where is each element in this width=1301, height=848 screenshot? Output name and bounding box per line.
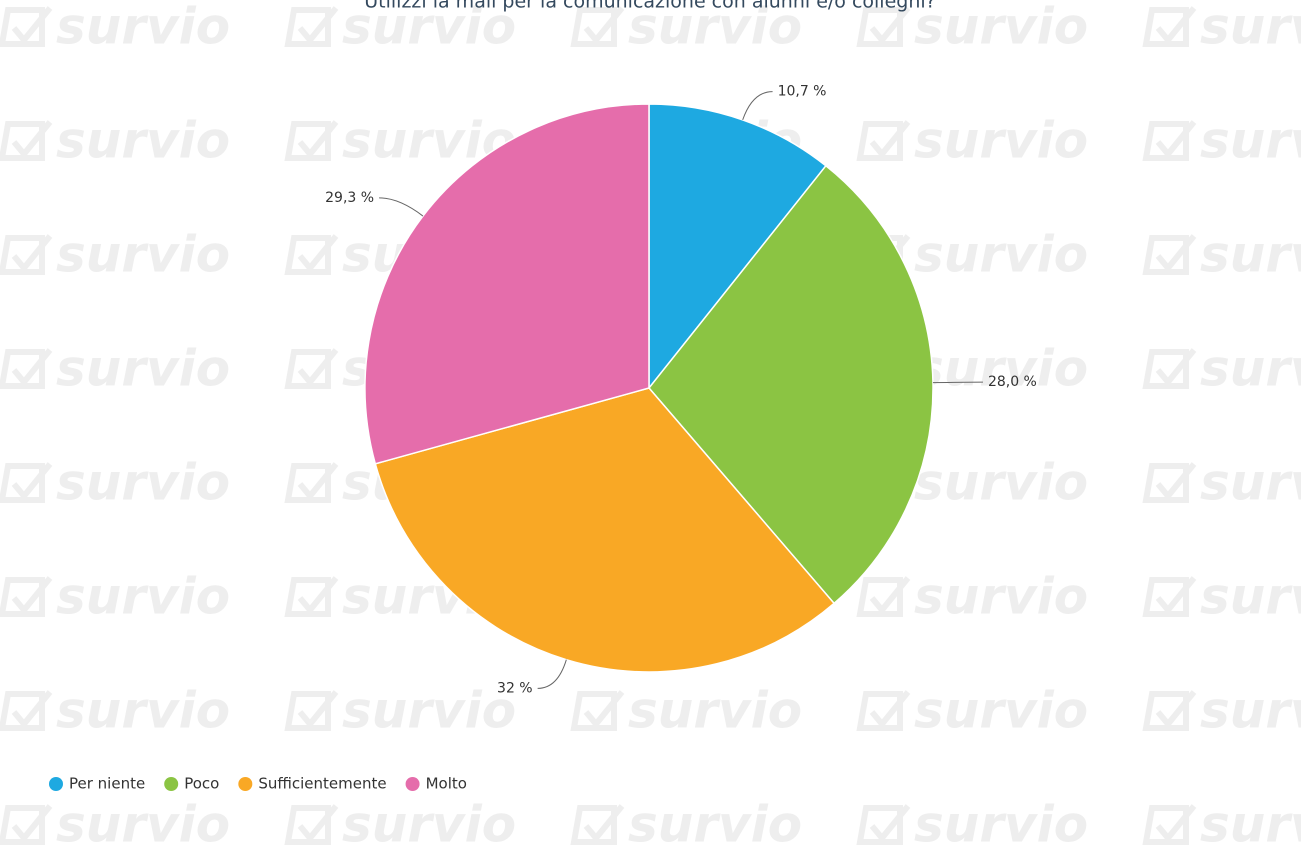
- watermark-icon: [1142, 462, 1197, 503]
- watermark-icon: [1142, 690, 1197, 731]
- watermark-icon: [0, 462, 53, 503]
- pie: 10,7 % 28,0 % 32 % 29,3 %: [325, 84, 1037, 697]
- watermark-text: survio: [914, 454, 1088, 512]
- watermark-icon: [284, 120, 339, 161]
- watermark-icon: [856, 576, 911, 617]
- watermark-icon: [0, 576, 53, 617]
- data-label: 32 %: [497, 680, 533, 696]
- legend-marker: [49, 777, 63, 791]
- legend-marker: [405, 777, 420, 791]
- legend-label: Poco: [184, 775, 219, 793]
- label-connector: [537, 659, 567, 689]
- legend-marker: [164, 777, 179, 791]
- watermark-text: survio: [914, 340, 1088, 398]
- watermark-text: survio: [56, 682, 230, 740]
- data-label: 28,0 %: [988, 374, 1037, 390]
- watermark-text: survio: [914, 0, 1088, 56]
- watermark-text: survio: [1200, 454, 1301, 512]
- watermark-icon: [1142, 120, 1197, 161]
- watermark-icon: [856, 804, 911, 845]
- watermark-text: survio: [914, 568, 1088, 626]
- watermark-icon: [1142, 6, 1197, 47]
- label-connector: [379, 197, 424, 217]
- watermark-icon: [0, 804, 53, 845]
- watermark-text: survio: [914, 112, 1088, 170]
- watermark-icon: [0, 234, 53, 275]
- data-label: 29,3 %: [325, 190, 374, 206]
- watermark-icon: [0, 120, 53, 161]
- watermark-icon: [570, 6, 625, 47]
- watermark-text: survio: [1200, 340, 1301, 398]
- label-connector: [932, 381, 983, 384]
- watermark-icon: [570, 690, 625, 731]
- watermark-icon: [0, 690, 53, 731]
- watermark-icon: [856, 120, 911, 161]
- watermark-text: survio: [914, 226, 1088, 284]
- watermark-text: survio: [628, 682, 802, 740]
- watermark-text: survio: [1200, 682, 1301, 740]
- watermark-text: survio: [56, 340, 230, 398]
- watermark-text: survio: [342, 0, 516, 56]
- watermark-text: survio: [56, 0, 230, 56]
- legend-label: Per niente: [69, 775, 145, 793]
- watermark-text: survio: [56, 568, 230, 626]
- watermark-icon: [284, 234, 339, 275]
- watermark-icon: [284, 690, 339, 731]
- watermark-text: survio: [628, 796, 802, 848]
- watermark-icon: [284, 462, 339, 503]
- watermark-text: survio: [1200, 0, 1301, 56]
- watermark-icon: [856, 6, 911, 47]
- legend-label: Sufficientemente: [258, 775, 386, 793]
- watermark-text: survio: [56, 454, 230, 512]
- watermark-icon: [1142, 576, 1197, 617]
- watermark-text: survio: [914, 796, 1088, 848]
- watermark-text: survio: [914, 682, 1088, 740]
- watermark-text: survio: [1200, 796, 1301, 848]
- watermark-icon: [284, 804, 339, 845]
- watermark-icon: [284, 576, 339, 617]
- watermark-text: survio: [628, 0, 802, 56]
- chart-title: Utilizzi la mail per la comunicazione co…: [364, 0, 935, 13]
- watermark-icon: [1142, 348, 1197, 389]
- watermark-icon: [856, 690, 911, 731]
- watermark-text: survio: [342, 682, 516, 740]
- watermark-icon: [0, 348, 53, 389]
- watermark-text: survio: [1200, 568, 1301, 626]
- legend-label: Molto: [426, 775, 467, 793]
- data-label: 10,7 %: [778, 84, 827, 100]
- watermark-text: survio: [1200, 112, 1301, 170]
- watermark-text: survio: [56, 112, 230, 170]
- watermark-icon: [284, 348, 339, 389]
- watermark-text: survio: [56, 226, 230, 284]
- watermark-icon: [1142, 234, 1197, 275]
- watermark-text: survio: [1200, 226, 1301, 284]
- watermark-text: survio: [342, 796, 516, 848]
- watermark-icon: [284, 6, 339, 47]
- watermark-icon: [1142, 804, 1197, 845]
- label-connector: [742, 91, 773, 121]
- watermark-icon: [570, 804, 625, 845]
- watermark-icon: [0, 6, 53, 47]
- watermark-text: survio: [56, 796, 230, 848]
- legend-marker: [238, 777, 253, 791]
- pie-slice: [374, 387, 836, 673]
